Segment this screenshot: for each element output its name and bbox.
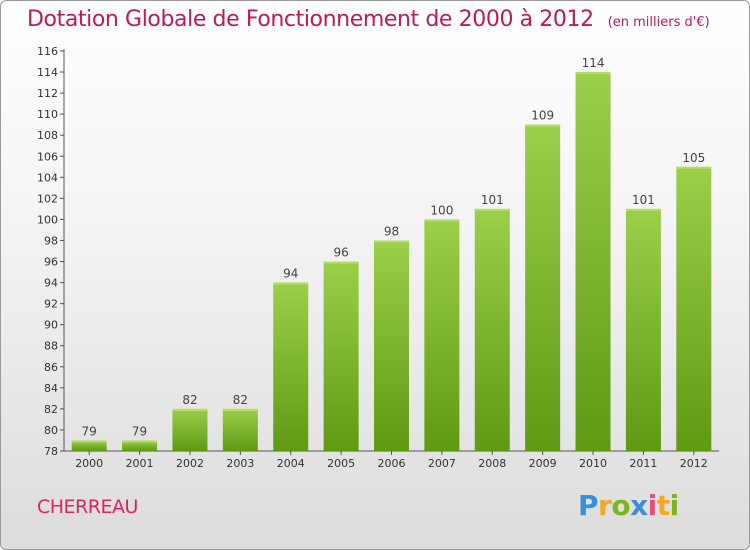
y-tick-label: 102	[37, 192, 58, 205]
bar-highlight	[323, 261, 359, 264]
bar-highlight	[676, 166, 712, 169]
bar-value-label: 101	[481, 193, 504, 207]
proxiti-logo: Proxiti	[578, 489, 679, 522]
bar	[424, 219, 460, 451]
x-tick-label: 2008	[478, 457, 506, 470]
y-tick-label: 82	[44, 403, 58, 416]
commune-name: CHERREAU	[37, 496, 138, 518]
bar-value-label: 94	[283, 267, 298, 281]
y-tick-label: 94	[44, 277, 58, 290]
bar-value-label: 100	[430, 203, 453, 217]
y-tick-label: 116	[37, 45, 58, 58]
chart-title: Dotation Globale de Fonctionnement de 20…	[27, 7, 710, 32]
x-tick-label: 2002	[176, 457, 204, 470]
y-tick-label: 104	[37, 171, 58, 184]
x-tick-label: 2010	[579, 457, 607, 470]
bar-value-label: 101	[632, 193, 655, 207]
bar-highlight	[71, 440, 107, 443]
bar	[122, 440, 158, 451]
y-tick-label: 106	[37, 150, 58, 163]
chart-unit: (en milliers d'€)	[607, 15, 710, 30]
y-tick-label: 90	[44, 319, 58, 332]
bar	[323, 261, 359, 451]
x-tick-label: 2000	[75, 457, 103, 470]
y-tick-label: 96	[44, 256, 58, 269]
bar-value-label: 82	[182, 393, 197, 407]
x-tick-label: 2006	[378, 457, 406, 470]
bar	[374, 240, 409, 451]
bar-value-label: 79	[82, 424, 97, 438]
x-tick-label: 2011	[629, 457, 657, 470]
bar-value-label: 114	[582, 56, 605, 70]
bar	[222, 408, 258, 451]
y-tick-label: 78	[44, 445, 58, 458]
x-tick-label: 2012	[680, 457, 708, 470]
bar-highlight	[374, 240, 409, 243]
x-tick-label: 2004	[277, 457, 305, 470]
bar-value-label: 109	[531, 109, 554, 123]
y-tick-label: 80	[44, 424, 58, 437]
bar	[172, 408, 208, 451]
y-tick-label: 114	[37, 66, 58, 79]
bar-value-label: 79	[132, 424, 147, 438]
y-tick-label: 86	[44, 361, 58, 374]
bar	[525, 124, 561, 452]
bar-value-label: 105	[682, 151, 705, 165]
y-tick-label: 108	[37, 129, 58, 142]
bar-highlight	[474, 208, 510, 211]
bar-highlight	[625, 208, 661, 211]
bar-highlight	[222, 408, 258, 411]
bar	[676, 166, 712, 451]
bar-highlight	[273, 282, 309, 285]
bar-highlight	[525, 124, 561, 127]
y-tick-label: 100	[37, 213, 58, 226]
bar	[575, 72, 611, 451]
bar-value-label: 82	[233, 393, 248, 407]
y-tick-label: 98	[44, 234, 58, 247]
bar	[71, 440, 107, 451]
bar-highlight	[122, 440, 158, 443]
y-tick-label: 88	[44, 340, 58, 353]
bar-highlight	[424, 219, 460, 222]
x-tick-label: 2003	[226, 457, 254, 470]
x-tick-label: 2007	[428, 457, 456, 470]
y-tick-label: 84	[44, 382, 58, 395]
bar	[474, 208, 510, 451]
x-tick-label: 2009	[529, 457, 557, 470]
y-tick-label: 92	[44, 298, 58, 311]
x-tick-label: 2005	[327, 457, 355, 470]
x-tick-label: 2001	[126, 457, 154, 470]
bar	[273, 282, 309, 451]
y-tick-label: 110	[37, 108, 58, 121]
bar-value-label: 96	[333, 246, 348, 260]
y-tick-label: 112	[37, 87, 58, 100]
bar	[625, 208, 661, 451]
bar-highlight	[172, 408, 208, 411]
bar-value-label: 98	[384, 224, 399, 238]
bar-highlight	[575, 72, 611, 75]
